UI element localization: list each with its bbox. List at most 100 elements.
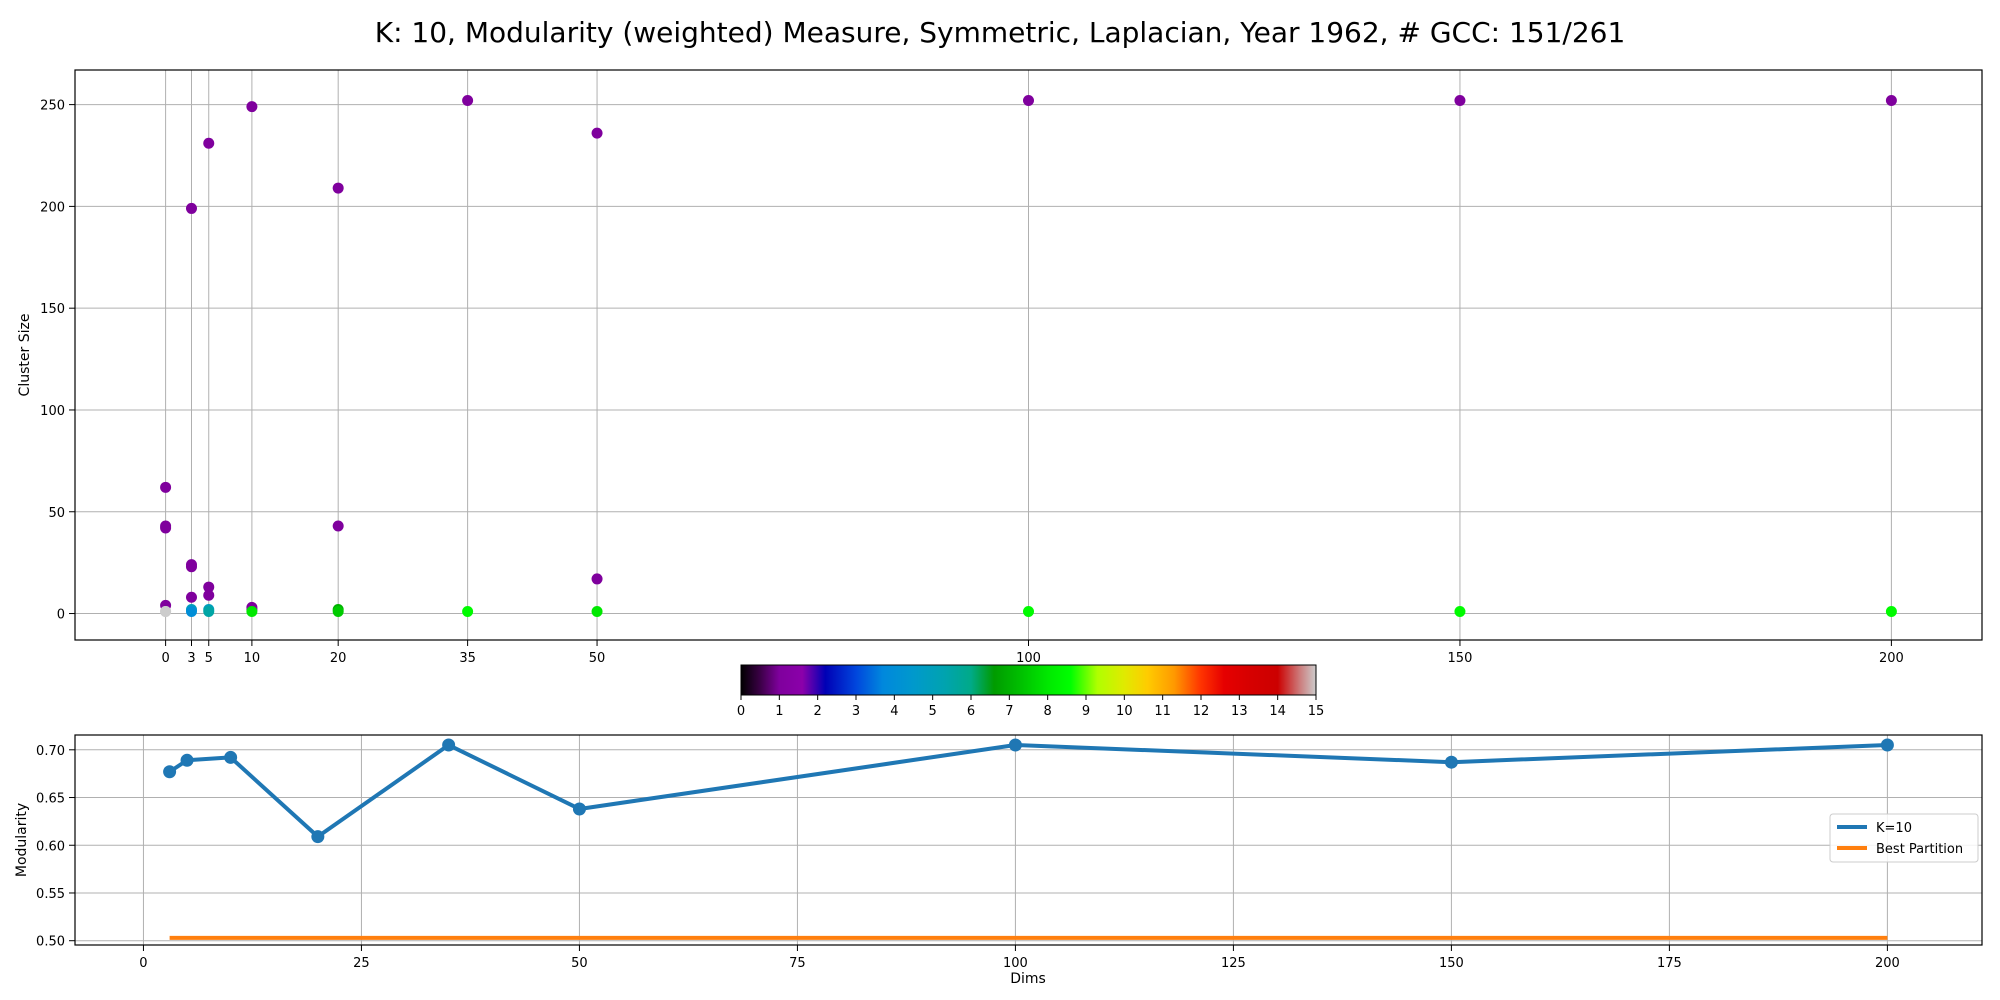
scatter-point	[160, 522, 172, 534]
line-y-axis-label: Modularity	[14, 803, 30, 877]
colorbar-tick-label: 3	[852, 704, 860, 719]
scatter-point	[246, 101, 258, 113]
scatter-point	[1454, 606, 1466, 617]
scatter-x-tick-label: 200	[1879, 651, 1904, 666]
colorbar-tick-label: 5	[929, 704, 937, 719]
colorbar-tick-label: 15	[1308, 704, 1325, 719]
scatter-y-tick-label: 100	[40, 404, 65, 419]
scatter-point	[1454, 95, 1466, 107]
colorbar-tick-label: 7	[1005, 704, 1013, 719]
line-y-tick-label: 0.60	[36, 839, 65, 854]
colorbar-ticks: 0 1 2 3 4 5 6 7 8 9 10 11 12 13 14 15	[737, 695, 1324, 719]
scatter-point	[160, 606, 172, 617]
line-x-tick-label: 100	[1003, 956, 1028, 971]
scatter-x-tick-label: 150	[1448, 651, 1473, 666]
series-point	[1880, 738, 1894, 752]
series-point	[311, 830, 325, 844]
colorbar-tick-label: 14	[1269, 704, 1286, 719]
colorbar-tick-label: 12	[1193, 704, 1210, 719]
scatter-gridlines	[75, 70, 1982, 640]
line-x-tick-label: 200	[1875, 956, 1900, 971]
line-x-tick-label: 50	[571, 956, 588, 971]
line-x-tick-label: 25	[353, 956, 370, 971]
scatter-point	[591, 127, 603, 139]
scatter-x-tick-label: 0	[161, 651, 169, 666]
scatter-point	[203, 589, 215, 601]
line-x-axis-label: Dims	[1010, 971, 1046, 987]
scatter-point	[203, 137, 215, 149]
scatter-y-tick-label: 0	[57, 608, 65, 623]
scatter-y-tick-label: 50	[48, 506, 65, 521]
legend-label-best-partition: Best Partition	[1876, 842, 1963, 857]
scatter-point	[1885, 95, 1897, 107]
line-y-tick-label: 0.70	[36, 744, 65, 759]
scatter-x-tick-label: 35	[459, 651, 476, 666]
line-x-tick-label: 0	[139, 956, 147, 971]
scatter-point	[185, 561, 197, 573]
chart-title: K: 10, Modularity (weighted) Measure, Sy…	[375, 16, 1626, 49]
colorbar-tick-label: 4	[890, 704, 898, 719]
colorbar-tick-label: 1	[775, 704, 783, 719]
scatter-x-tick-label: 3	[187, 651, 195, 666]
scatter-x-tick-label: 20	[330, 651, 347, 666]
series-point	[180, 753, 194, 767]
scatter-point	[462, 606, 474, 617]
scatter-y-tick-label: 200	[40, 200, 65, 215]
series-point	[1444, 755, 1458, 769]
line-x-tick-label: 75	[789, 956, 806, 971]
line-plot-frame	[74, 734, 1983, 946]
line-x-tick-label: 125	[1221, 956, 1246, 971]
line-y-tick-label: 0.50	[36, 935, 65, 950]
scatter-y-tick-label: 150	[40, 302, 65, 317]
scatter-point	[591, 573, 603, 585]
scatter-point	[203, 581, 215, 593]
colorbar-gradient	[740, 664, 1317, 696]
scatter-point	[160, 481, 172, 493]
colorbar-tick-label: 9	[1082, 704, 1090, 719]
series-point	[572, 802, 586, 816]
scatter-x-tick-label: 50	[589, 651, 606, 666]
line-gridlines	[75, 735, 1982, 945]
scatter-point	[185, 606, 197, 617]
scatter-point	[332, 606, 344, 617]
line-y-tick-label: 0.65	[36, 792, 65, 807]
line-series	[163, 738, 1894, 940]
series-point	[442, 738, 456, 752]
line-x-tick-label: 150	[1439, 956, 1464, 971]
series-point	[224, 750, 238, 764]
colorbar: 0 1 2 3 4 5 6 7 8 9 10 11 12 13 14 15	[737, 664, 1324, 719]
scatter-points	[160, 95, 1897, 617]
modularity-plot: 0 25 50 75 100 125 150 175 200 0.50 0.55 0.60 0.65 0.…	[14, 734, 1983, 987]
scatter-point	[591, 606, 603, 617]
scatter-x-tick-label: 100	[1016, 651, 1041, 666]
colorbar-tick-label: 10	[1116, 704, 1133, 719]
scatter-point	[246, 606, 258, 617]
scatter-y-axis-label: Cluster Size	[17, 314, 33, 397]
legend-label-k10: K=10	[1876, 821, 1912, 836]
scatter-point	[332, 520, 344, 532]
scatter-point	[1023, 95, 1034, 107]
scatter-point	[462, 95, 474, 107]
colorbar-tick-label: 6	[967, 704, 975, 719]
colorbar-tick-label: 0	[737, 704, 745, 719]
scatter-y-tick-label: 250	[40, 99, 65, 114]
scatter-point	[185, 591, 197, 603]
scatter-point	[1023, 606, 1034, 617]
series-point	[163, 765, 177, 779]
colorbar-tick-label: 13	[1231, 704, 1248, 719]
line-y-tick-label: 0.55	[36, 887, 65, 902]
scatter-x-tick-label: 5	[205, 651, 213, 666]
colorbar-tick-label: 2	[814, 704, 822, 719]
colorbar-tick-label: 11	[1154, 704, 1171, 719]
colorbar-tick-label: 8	[1044, 704, 1052, 719]
cluster-size-plot: 0 3 5 10 20 35 50 100 150 200 0 50 100 150 200 250 Clus…	[17, 69, 1983, 666]
scatter-point	[1885, 606, 1897, 617]
line-ticks: 0 25 50 75 100 125 150 175 200 0.50 0.55 0.60 0.65 0.…	[36, 744, 1900, 971]
scatter-point	[203, 606, 215, 617]
scatter-x-tick-label: 10	[244, 651, 261, 666]
series-point	[1008, 738, 1022, 752]
scatter-ticks: 0 3 5 10 20 35 50 100 150 200 0 50 100 150 200 250	[40, 99, 1904, 666]
scatter-point	[332, 182, 344, 194]
scatter-point	[185, 202, 197, 214]
legend: K=10 Best Partition	[1829, 813, 1979, 863]
